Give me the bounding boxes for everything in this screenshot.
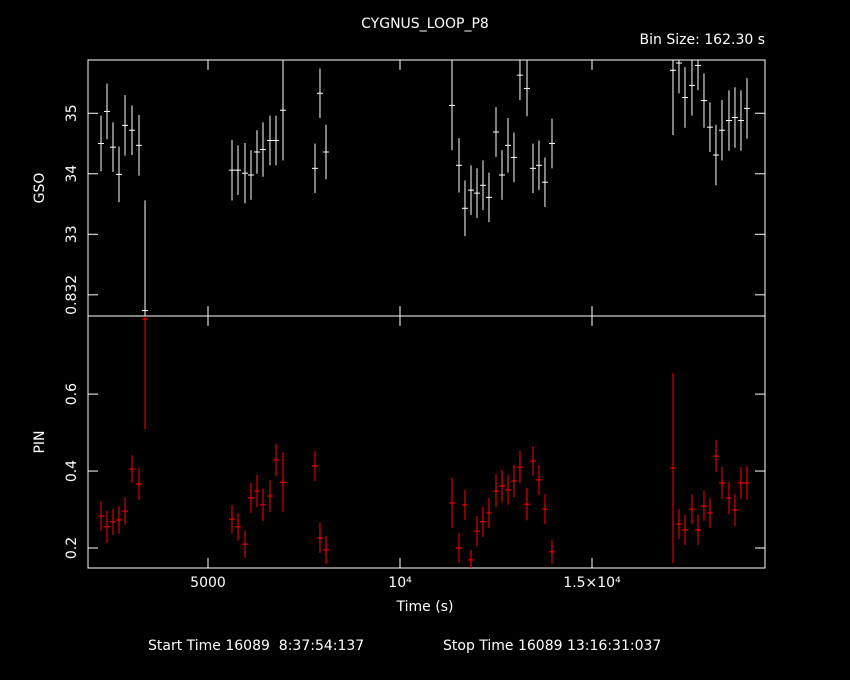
y-axis-label: GSO bbox=[32, 173, 48, 204]
bin-size: Bin Size: 162.30 s bbox=[640, 32, 765, 48]
panel-frame bbox=[87, 315, 766, 569]
chart-title: CYGNUS_LOOP_P8 bbox=[361, 16, 489, 32]
y-tick-label: 35 bbox=[64, 104, 80, 122]
start-time: Start Time 16089 8:37:54:137 bbox=[148, 638, 364, 654]
y-tick-label: 0.6 bbox=[64, 383, 80, 405]
y-tick-label: 0.832 bbox=[64, 275, 80, 315]
x-axis-label: Time (s) bbox=[396, 599, 454, 615]
x-tick-label: 5000 bbox=[190, 575, 226, 591]
data-points bbox=[98, 60, 750, 316]
data-points bbox=[98, 316, 750, 568]
y-tick-label: 0.2 bbox=[64, 537, 80, 559]
x-tick-label: 1.5×10⁴ bbox=[563, 575, 621, 591]
stop-time: Stop Time 16089 13:16:31:037 bbox=[443, 638, 661, 654]
x-tick-label: 10⁴ bbox=[388, 575, 412, 591]
y-tick-label: 0.4 bbox=[64, 460, 80, 482]
y-axis-label: PIN bbox=[32, 430, 48, 453]
y-tick-label: 34 bbox=[64, 165, 80, 183]
y-tick-label: 33 bbox=[64, 225, 80, 243]
